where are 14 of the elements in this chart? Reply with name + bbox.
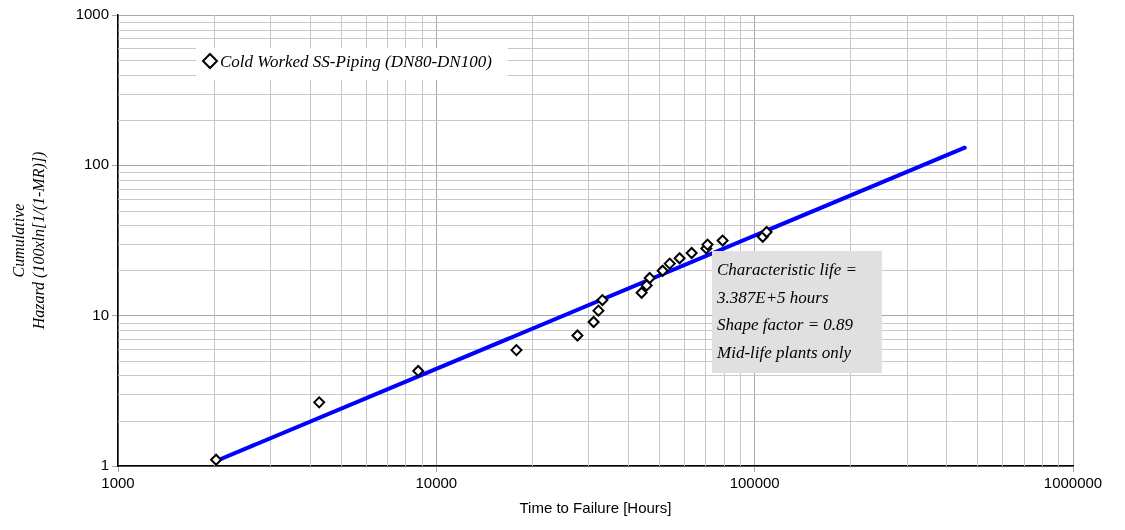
annotation: 3.387E+5 hours [716, 287, 829, 307]
annotation: Mid-life plants only [716, 342, 852, 362]
y-axis-title: Cumulative Hazard (100xln[1/(1-MR)]) [10, 151, 49, 331]
legend-label: Cold Worked SS-Piping (DN80-DN100) [220, 52, 493, 72]
y-tick-label: 1000 [75, 5, 109, 23]
x-tick-label: 100000 [729, 474, 780, 492]
x-tick-label: 1000000 [1043, 474, 1103, 492]
x-axis-title: Time to Failure [Hours] [519, 499, 672, 517]
annotation: Shape factor = 0.89 [717, 315, 854, 335]
y-tick-label: 100 [83, 155, 109, 173]
y-tick-label: 10 [92, 305, 109, 323]
x-tick-label: 10000 [415, 474, 458, 492]
y-tick-label: 1 [100, 456, 109, 474]
annotation: Characteristic life = [717, 260, 857, 280]
